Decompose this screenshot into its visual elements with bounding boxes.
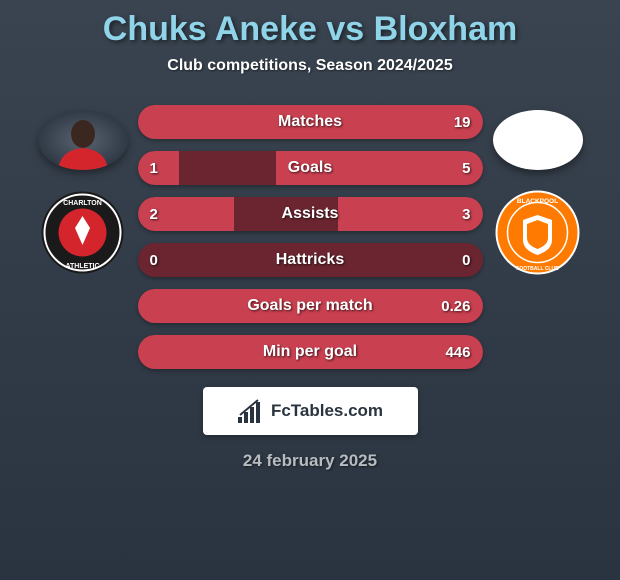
- stat-right-value: 0: [462, 252, 470, 269]
- stat-label: Min per goal: [138, 343, 483, 361]
- stat-bar-assists: 2 Assists 3: [138, 197, 483, 231]
- blackpool-badge-icon: BLACKPOOL FOOTBALL CLUB: [495, 190, 580, 275]
- right-player-avatar: [493, 110, 583, 170]
- right-player-column: BLACKPOOL FOOTBALL CLUB: [493, 105, 583, 275]
- stats-column: Matches 19 1 Goals 5 2 Assists 3 0: [138, 105, 483, 369]
- stat-bar-matches: Matches 19: [138, 105, 483, 139]
- charlton-badge-icon: CHARLTON ATHLETIC: [40, 190, 125, 275]
- stat-label: Matches: [138, 113, 483, 131]
- left-club-badge: CHARLTON ATHLETIC: [40, 190, 125, 275]
- svg-text:BLACKPOOL: BLACKPOOL: [517, 198, 558, 205]
- stat-right-value: 446: [445, 344, 470, 361]
- stat-bar-hattricks: 0 Hattricks 0: [138, 243, 483, 277]
- player-silhouette-icon: [38, 110, 128, 170]
- stat-label: Goals: [138, 159, 483, 177]
- stat-bar-goals: 1 Goals 5: [138, 151, 483, 185]
- svg-text:FOOTBALL CLUB: FOOTBALL CLUB: [516, 266, 559, 272]
- comparison-section: CHARLTON ATHLETIC Matches 19 1 Goals 5: [0, 105, 620, 369]
- stat-right-value: 5: [462, 160, 470, 177]
- brand-badge: FcTables.com: [203, 387, 418, 435]
- page-subtitle: Club competitions, Season 2024/2025: [167, 57, 452, 75]
- brand-text: FcTables.com: [271, 401, 383, 421]
- stat-right-value: 3: [462, 206, 470, 223]
- left-player-avatar: [38, 110, 128, 170]
- stat-bar-goals-per-match: Goals per match 0.26: [138, 289, 483, 323]
- stat-right-value: 19: [454, 114, 471, 131]
- svg-text:CHARLTON: CHARLTON: [63, 200, 102, 207]
- stat-label: Assists: [138, 205, 483, 223]
- stat-label: Hattricks: [138, 251, 483, 269]
- stat-label: Goals per match: [138, 297, 483, 315]
- chart-icon: [237, 397, 265, 425]
- footer-date: 24 february 2025: [243, 451, 377, 471]
- stat-right-value: 0.26: [441, 298, 470, 315]
- right-club-badge: BLACKPOOL FOOTBALL CLUB: [495, 190, 580, 275]
- page-title: Chuks Aneke vs Bloxham: [103, 10, 517, 49]
- stat-bar-min-per-goal: Min per goal 446: [138, 335, 483, 369]
- svg-text:ATHLETIC: ATHLETIC: [65, 263, 99, 270]
- left-player-column: CHARLTON ATHLETIC: [38, 105, 128, 275]
